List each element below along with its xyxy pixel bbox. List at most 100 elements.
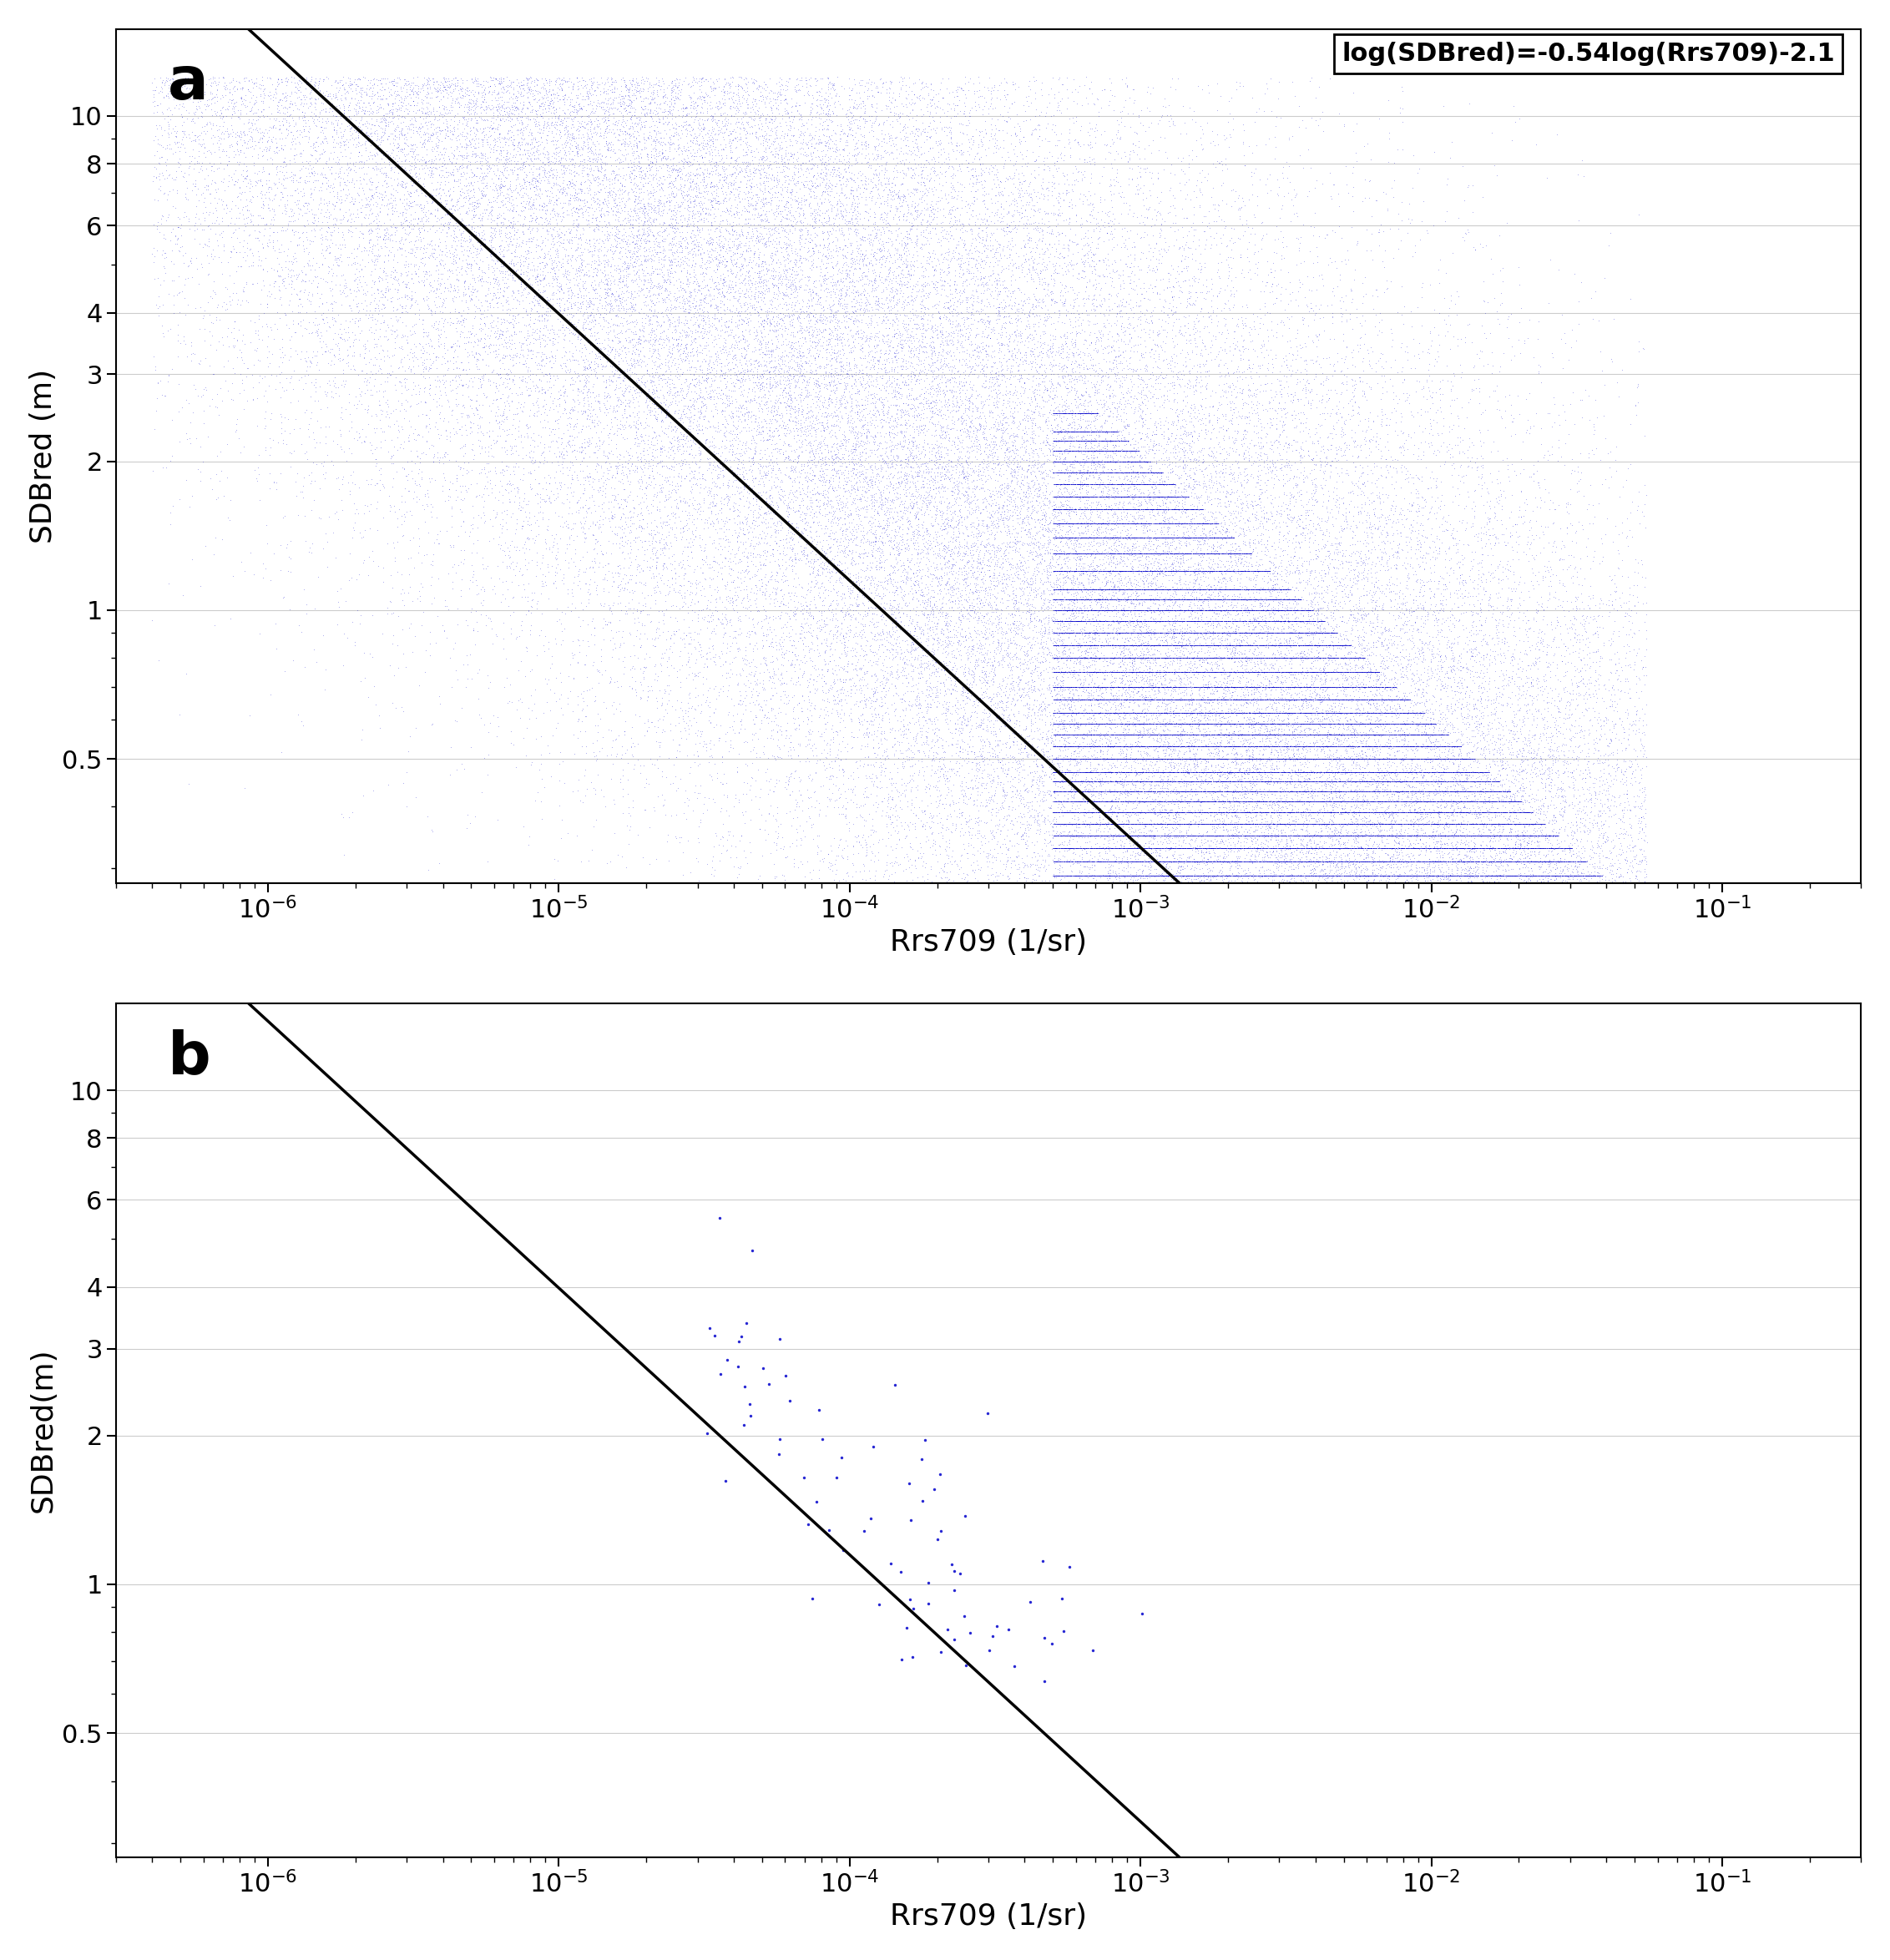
Point bbox=[1085, 719, 1115, 751]
Point bbox=[1126, 833, 1157, 864]
Point bbox=[1474, 666, 1504, 698]
Point bbox=[1049, 631, 1079, 662]
Point bbox=[1081, 643, 1111, 674]
Point bbox=[1075, 629, 1106, 661]
Point bbox=[1206, 508, 1236, 539]
Point bbox=[1374, 664, 1404, 696]
Point bbox=[1091, 617, 1121, 649]
Point bbox=[1533, 762, 1563, 794]
Point bbox=[760, 404, 790, 435]
Point bbox=[1043, 468, 1074, 500]
Point bbox=[1278, 629, 1308, 661]
Point bbox=[200, 208, 231, 239]
Point bbox=[1204, 757, 1234, 788]
Point bbox=[1092, 688, 1123, 719]
Point bbox=[1094, 643, 1125, 674]
Point bbox=[1058, 468, 1089, 500]
Point bbox=[1102, 657, 1132, 688]
Point bbox=[1208, 698, 1238, 729]
Point bbox=[1202, 657, 1232, 688]
Point bbox=[1493, 788, 1523, 819]
Point bbox=[1066, 594, 1096, 625]
Point bbox=[1181, 847, 1211, 878]
Point bbox=[1302, 833, 1332, 864]
Point bbox=[1168, 833, 1198, 864]
Point bbox=[541, 163, 571, 194]
Point bbox=[900, 668, 930, 700]
Point bbox=[1140, 617, 1170, 649]
Point bbox=[1225, 743, 1255, 774]
Point bbox=[1079, 892, 1109, 923]
Point bbox=[629, 290, 660, 321]
Point bbox=[1435, 860, 1465, 892]
Point bbox=[1100, 574, 1130, 606]
Point bbox=[1053, 555, 1083, 586]
Point bbox=[1045, 743, 1075, 774]
Point bbox=[1272, 592, 1302, 623]
Point bbox=[1162, 860, 1193, 892]
Point bbox=[1278, 670, 1308, 702]
Point bbox=[1438, 808, 1469, 839]
Point bbox=[718, 237, 748, 269]
Point bbox=[1174, 686, 1204, 717]
Point bbox=[1259, 876, 1289, 907]
Point bbox=[1236, 617, 1266, 649]
Point bbox=[1495, 786, 1525, 817]
Point bbox=[1185, 684, 1215, 715]
Point bbox=[1274, 796, 1304, 827]
Point bbox=[1453, 757, 1484, 788]
Point bbox=[1295, 606, 1325, 637]
Point bbox=[1374, 684, 1404, 715]
Point bbox=[1111, 617, 1142, 649]
Point bbox=[1174, 574, 1204, 606]
Point bbox=[1359, 808, 1389, 839]
Point bbox=[1440, 676, 1470, 708]
Point bbox=[1155, 819, 1185, 851]
Point bbox=[964, 535, 994, 566]
Point bbox=[943, 318, 973, 349]
Point bbox=[1104, 731, 1134, 762]
Point bbox=[1089, 786, 1119, 817]
Point bbox=[1236, 657, 1266, 688]
Point bbox=[1370, 684, 1400, 715]
Point bbox=[1389, 808, 1419, 839]
Point bbox=[877, 218, 907, 249]
Point bbox=[1312, 819, 1342, 851]
Point bbox=[1100, 445, 1130, 476]
Point bbox=[1098, 839, 1128, 870]
Point bbox=[389, 363, 420, 394]
Point bbox=[1395, 684, 1425, 715]
Point bbox=[943, 71, 973, 102]
Point bbox=[1185, 747, 1215, 778]
Point bbox=[1064, 757, 1094, 788]
Point bbox=[1495, 743, 1525, 774]
Point bbox=[595, 316, 626, 347]
Point bbox=[1431, 811, 1461, 843]
Point bbox=[1064, 643, 1094, 674]
Point bbox=[1229, 708, 1259, 739]
Point bbox=[1259, 482, 1289, 514]
Point bbox=[839, 406, 869, 437]
Point bbox=[535, 435, 565, 466]
Point bbox=[1289, 757, 1319, 788]
Point bbox=[491, 135, 522, 167]
Point bbox=[1257, 670, 1287, 702]
Point bbox=[1459, 819, 1489, 851]
Point bbox=[1302, 629, 1332, 661]
Point bbox=[410, 480, 440, 512]
Point bbox=[1106, 555, 1136, 586]
Point bbox=[1057, 396, 1087, 427]
Point bbox=[427, 470, 457, 502]
Point bbox=[437, 123, 467, 155]
Point bbox=[1425, 860, 1455, 892]
Point bbox=[845, 186, 875, 218]
Point bbox=[1115, 719, 1145, 751]
Point bbox=[1293, 657, 1323, 688]
Point bbox=[457, 455, 488, 486]
Point bbox=[580, 143, 610, 174]
Point bbox=[1155, 731, 1185, 762]
Point bbox=[709, 907, 739, 939]
Point bbox=[1431, 833, 1461, 864]
Point bbox=[1121, 629, 1151, 661]
Point bbox=[1091, 629, 1121, 661]
